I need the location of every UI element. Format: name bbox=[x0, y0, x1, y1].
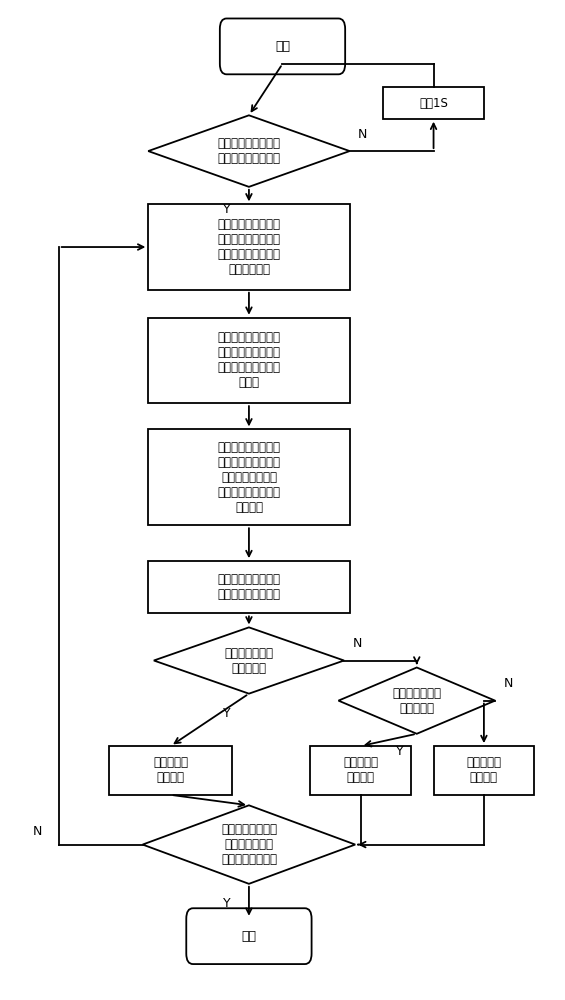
Bar bbox=[148, 318, 350, 403]
Polygon shape bbox=[148, 115, 350, 187]
Text: 开始: 开始 bbox=[275, 40, 290, 53]
Polygon shape bbox=[154, 627, 344, 694]
Text: 该温度等于计划
达到的温度: 该温度等于计划 达到的温度 bbox=[224, 647, 273, 675]
Polygon shape bbox=[142, 805, 355, 884]
Text: 减小加热装
置的功率: 减小加热装 置的功率 bbox=[344, 756, 379, 784]
Text: 该温度大于计划
达到的温度: 该温度大于计划 达到的温度 bbox=[392, 687, 441, 715]
Text: N: N bbox=[358, 128, 367, 141]
Bar bbox=[109, 746, 232, 795]
Bar bbox=[148, 204, 350, 290]
FancyBboxPatch shape bbox=[220, 18, 345, 74]
Bar bbox=[148, 561, 350, 613]
Text: 检测是否有定位和测
温装置处于工作状态: 检测是否有定位和测 温装置处于工作状态 bbox=[218, 137, 280, 165]
Polygon shape bbox=[338, 667, 495, 734]
Text: 结束: 结束 bbox=[241, 930, 257, 943]
Bar bbox=[311, 746, 411, 795]
Text: 增大加热装
置的功率: 增大加热装 置的功率 bbox=[466, 756, 501, 784]
Text: 定位设备通过各个接
入点得测目标位置，
并把位置信息发送给
协调控制系统: 定位设备通过各个接 入点得测目标位置， 并把位置信息发送给 协调控制系统 bbox=[218, 218, 280, 276]
Bar bbox=[383, 87, 484, 119]
Bar bbox=[148, 429, 350, 525]
Text: 保持加热装
置的功率: 保持加热装 置的功率 bbox=[153, 756, 188, 784]
Text: Y: Y bbox=[223, 897, 231, 910]
Text: N: N bbox=[353, 637, 362, 650]
Bar bbox=[433, 746, 534, 795]
Text: N: N bbox=[33, 825, 42, 838]
FancyBboxPatch shape bbox=[186, 908, 311, 964]
Text: 接触式温度传感器测
取人体温度，并把温
度信息发送给协调控
制系统: 接触式温度传感器测 取人体温度，并把温 度信息发送给协调控 制系统 bbox=[218, 331, 280, 389]
Text: 加热装置接受控制策
略，对目标进行加热: 加热装置接受控制策 略，对目标进行加热 bbox=[218, 573, 280, 601]
Text: Y: Y bbox=[396, 745, 404, 758]
Text: Y: Y bbox=[223, 203, 231, 216]
Text: Y: Y bbox=[223, 707, 231, 720]
Text: N: N bbox=[503, 677, 513, 690]
Text: 协调控制系统根据定
位和测温装置的位置
制定相应的控制策
略，并把策略发送给
加热装置: 协调控制系统根据定 位和测温装置的位置 制定相应的控制策 略，并把策略发送给 加… bbox=[218, 441, 280, 514]
Text: 延时1S: 延时1S bbox=[419, 97, 448, 110]
Text: 协同控制系统判断
是否有定位和测
温装置打开或关闭: 协同控制系统判断 是否有定位和测 温装置打开或关闭 bbox=[221, 823, 277, 866]
